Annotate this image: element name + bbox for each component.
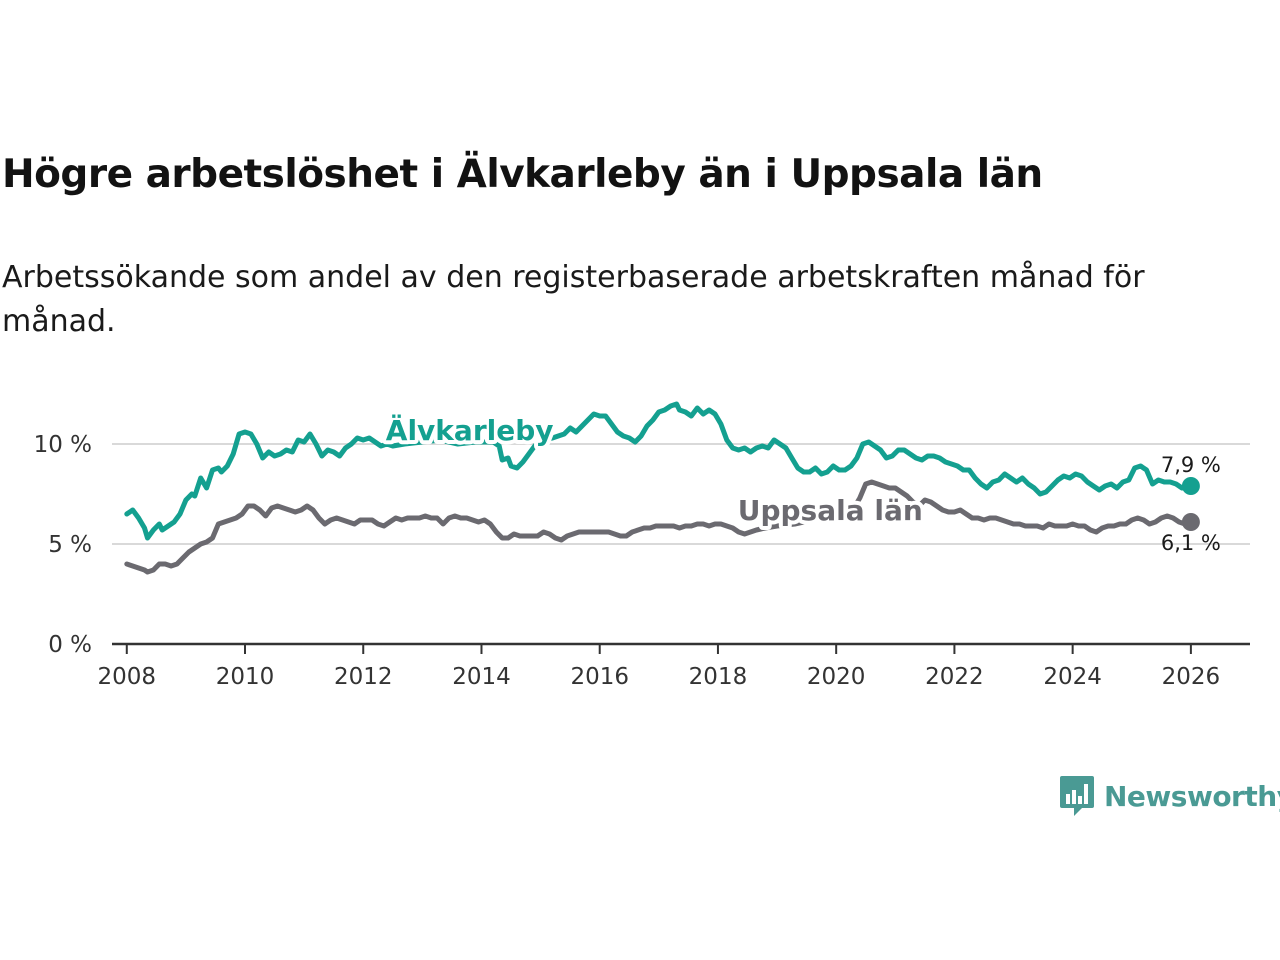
- axes: 0 % 5 % 10 % 2008 2010 2012 2014 2016 2018 2020 20…: [34, 432, 1250, 690]
- x-tick-label: 2010: [216, 664, 275, 690]
- brand-name: Newsworthy: [1104, 779, 1280, 813]
- series-lines: [124, 401, 1200, 575]
- chart-title: Högre arbetslöshet i Älvkarleby än i Upp…: [2, 152, 1043, 197]
- x-tick-label: 2020: [807, 664, 866, 690]
- x-tick-label: 2016: [570, 664, 629, 690]
- grid-lines: [112, 443, 1250, 545]
- series-end-value-label: 7,9 %: [1161, 453, 1221, 477]
- y-tick-label: 0 %: [48, 632, 92, 658]
- series-line-alvkarleby: [124, 401, 1194, 541]
- series-end-point: [1181, 513, 1200, 531]
- x-tick-label: 2026: [1162, 664, 1221, 690]
- series-end-point: [1181, 477, 1200, 495]
- series-line-uppsala-lan: [124, 479, 1194, 575]
- y-tick-label: 5 %: [48, 532, 92, 558]
- x-tick-label: 2012: [334, 664, 393, 690]
- y-tick-label: 10 %: [34, 432, 92, 458]
- series-end-value-label: 6,1 %: [1161, 531, 1221, 555]
- x-tick-label: 2014: [452, 664, 511, 690]
- chart-subtitle: Arbetssökande som andel av den registerb…: [2, 260, 1145, 339]
- series-name-label: Uppsala län: [738, 494, 923, 527]
- x-tick-label: 2024: [1043, 664, 1102, 690]
- x-tick-label: 2018: [689, 664, 748, 690]
- x-tick-label: 2022: [925, 664, 984, 690]
- newsworthy-logo-icon: [1060, 776, 1094, 816]
- series-labels: 7,9 % 6,1 % Älvkarleby Uppsala län: [382, 409, 1221, 555]
- x-tick-label: 2008: [98, 664, 157, 690]
- newsworthy-logo: Newsworthy: [1060, 774, 1280, 818]
- series-name-label: Älvkarleby: [386, 413, 554, 447]
